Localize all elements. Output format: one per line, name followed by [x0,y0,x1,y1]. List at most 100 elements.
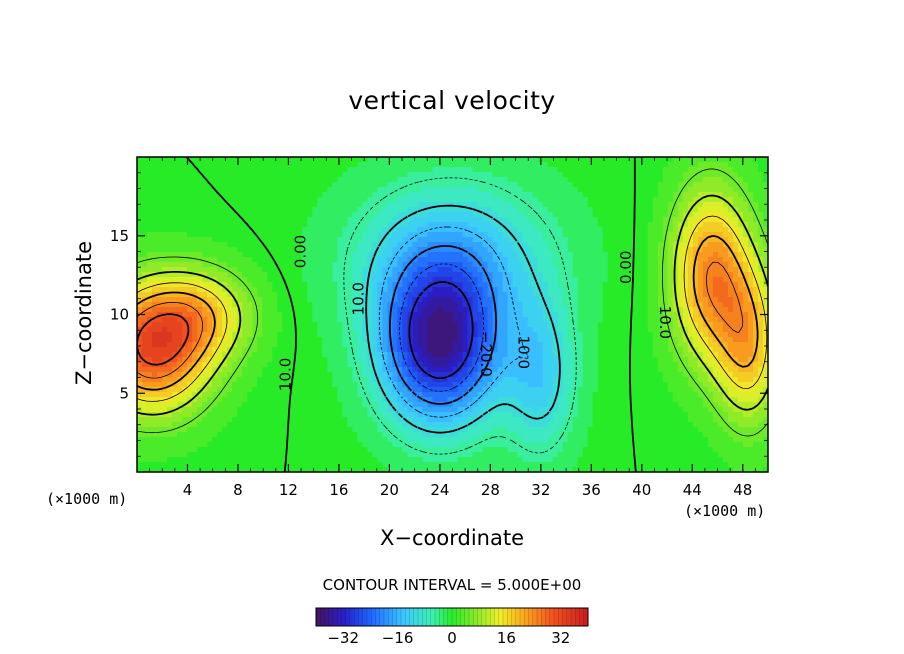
field-cell [562,297,569,303]
field-cell [282,167,288,173]
field-cell [267,267,273,273]
field-cell [282,272,288,278]
field-cell [622,337,629,343]
field-cell [182,232,188,238]
field-cell [637,262,644,268]
field-cell [647,167,654,173]
field-cell [262,322,268,328]
field-cell [337,292,343,298]
field-cell [217,317,223,323]
field-cell [662,347,669,353]
field-cell [542,272,549,278]
field-cell [582,237,589,243]
field-cell [382,247,388,253]
field-cell [482,177,489,183]
field-cell [607,232,614,238]
field-cell [167,307,173,313]
field-cell [202,337,208,343]
field-cell [212,212,218,218]
field-cell [367,177,373,183]
field-cell [587,167,594,173]
field-cell [677,302,684,308]
field-cell [202,302,208,308]
field-cell [582,262,589,268]
field-cell [317,327,323,333]
field-cell [232,162,238,168]
field-cell [667,202,674,208]
field-cell [287,182,293,188]
field-cell [652,322,659,328]
field-cell [682,312,689,318]
field-cell [582,342,589,348]
field-cell [282,342,288,348]
field-cell [357,302,363,308]
field-cell [312,202,318,208]
field-cell [352,177,358,183]
field-cell [612,207,619,213]
field-cell [457,227,464,233]
field-cell [587,232,594,238]
field-cell [522,207,529,213]
field-cell [187,262,193,268]
field-cell [487,187,494,193]
field-cell [187,252,193,258]
field-cell [517,352,524,358]
field-cell [312,337,318,343]
field-cell [637,232,644,238]
field-cell [217,272,223,278]
field-cell [407,192,414,198]
field-cell [527,217,534,223]
field-cell [692,167,699,173]
field-cell [647,282,654,288]
field-cell [597,167,604,173]
field-cell [567,307,574,313]
field-cell [217,172,223,178]
field-cell [357,332,363,338]
field-cell [227,162,233,168]
field-cell [142,347,148,353]
field-cell [497,292,504,298]
field-cell [717,337,724,343]
field-cell [172,187,178,193]
field-cell [652,267,659,273]
field-cell [472,217,479,223]
field-cell [237,332,243,338]
field-cell [722,217,729,223]
field-cell [712,157,719,163]
field-cell [667,167,674,173]
field-cell [232,197,238,203]
field-cell [162,207,168,213]
field-cell [512,337,519,343]
field-cell [347,282,353,288]
field-cell [567,247,574,253]
field-cell [602,287,609,293]
field-cell [347,157,353,163]
field-cell [702,207,709,213]
field-cell [587,267,594,273]
field-cell [672,317,679,323]
field-cell [507,282,514,288]
field-cell [527,287,534,293]
field-cell [567,287,574,293]
field-cell [627,287,634,293]
field-cell [587,262,594,268]
field-cell [307,202,313,208]
field-cell [492,267,499,273]
field-cell [362,157,368,163]
field-cell [352,302,358,308]
field-cell [582,252,589,258]
field-cell [457,282,464,288]
field-cell [622,242,629,248]
field-cell [357,317,363,323]
field-cell [477,217,484,223]
field-cell [597,297,604,303]
field-cell [677,242,684,248]
field-cell [572,252,579,258]
field-cell [442,232,449,238]
field-cell [187,347,193,353]
field-cell [607,277,614,283]
field-cell [427,202,434,208]
field-cell [752,237,759,243]
field-cell [762,322,768,328]
field-cell [397,237,404,243]
